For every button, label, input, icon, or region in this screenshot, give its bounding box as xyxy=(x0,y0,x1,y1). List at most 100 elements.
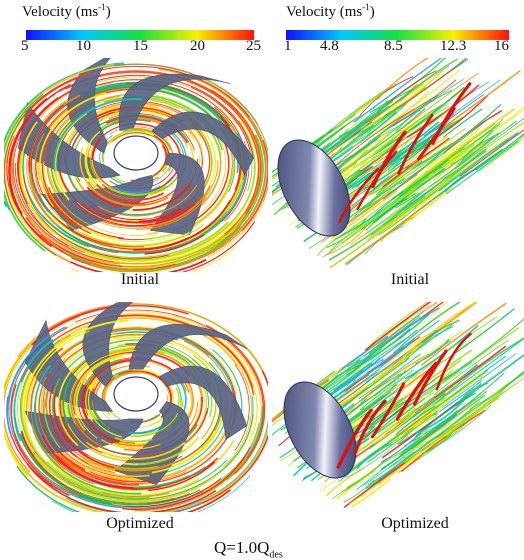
streamline xyxy=(113,132,150,142)
streamline xyxy=(84,215,241,263)
streamline xyxy=(398,58,458,103)
streamline xyxy=(114,436,153,443)
streamline xyxy=(392,79,457,127)
streamline xyxy=(346,458,388,489)
streamline xyxy=(402,334,454,372)
streamline xyxy=(57,366,79,447)
streamline xyxy=(147,176,174,193)
streamline xyxy=(346,310,424,368)
streamline xyxy=(326,84,394,134)
streamline xyxy=(41,108,78,225)
streamline xyxy=(71,463,125,484)
streamline xyxy=(38,373,49,434)
streamline xyxy=(27,330,90,412)
streamline xyxy=(417,385,454,413)
streamline xyxy=(184,477,243,512)
caption-bottom-right: Optimized xyxy=(381,515,449,532)
streamline xyxy=(54,112,88,201)
blade-streak xyxy=(435,332,472,391)
streamline xyxy=(103,64,268,202)
colorbar-left-tick: 15 xyxy=(133,38,148,54)
streamline xyxy=(459,129,524,177)
streamline xyxy=(136,197,207,230)
streamline xyxy=(58,119,256,261)
colorbar-left-tick: 25 xyxy=(246,38,261,54)
streamline xyxy=(105,115,188,144)
streamline xyxy=(73,352,129,408)
streamline xyxy=(123,478,222,508)
streamline xyxy=(421,430,454,455)
streamline xyxy=(344,336,421,393)
streamline xyxy=(63,210,251,271)
streamline xyxy=(92,406,109,428)
streamline xyxy=(10,384,70,497)
streamline xyxy=(51,118,139,230)
streamline xyxy=(337,353,430,421)
impeller-svg xyxy=(4,58,268,272)
streamline xyxy=(92,114,190,143)
streamline xyxy=(98,211,228,254)
streamline xyxy=(51,475,251,512)
blade-streak xyxy=(353,399,387,455)
streamline xyxy=(325,467,365,497)
streamline xyxy=(395,135,495,209)
streamline xyxy=(141,185,211,228)
streamline xyxy=(122,446,251,510)
streamline xyxy=(81,489,201,506)
impeller-streamlines-initial xyxy=(4,58,268,272)
streamline xyxy=(86,186,123,208)
streamline xyxy=(87,380,123,438)
streamline xyxy=(6,335,50,435)
streamline xyxy=(435,337,524,404)
streamline xyxy=(407,422,452,456)
streamline xyxy=(173,501,203,512)
streamline xyxy=(414,129,494,189)
impeller-blade xyxy=(118,73,231,132)
streamline xyxy=(123,185,180,204)
streamline xyxy=(371,87,474,162)
streamline xyxy=(308,181,401,249)
streamline xyxy=(190,86,251,151)
streamline xyxy=(357,313,430,367)
colorbar-right-tick: 12.3 xyxy=(440,38,467,54)
blade-streak xyxy=(397,114,434,175)
streamline xyxy=(402,94,489,159)
streamline xyxy=(333,362,373,392)
streamline xyxy=(366,337,416,374)
streamline xyxy=(404,154,451,190)
streamline xyxy=(19,433,112,505)
streamline xyxy=(436,130,520,192)
streamline xyxy=(420,146,500,205)
streamline xyxy=(16,466,79,512)
streamline xyxy=(439,370,485,405)
colorbar-right-title-text: Velocity (ms xyxy=(286,4,363,20)
streamline xyxy=(432,136,494,182)
streamline xyxy=(371,129,412,160)
streamline xyxy=(132,183,191,211)
streamline xyxy=(99,117,188,149)
streamline xyxy=(444,167,479,192)
streamline xyxy=(148,461,216,492)
streamline xyxy=(403,325,454,363)
streamline xyxy=(4,93,46,252)
streamline xyxy=(42,161,118,240)
streamline xyxy=(62,377,72,425)
blade-streak xyxy=(412,349,448,406)
streamline xyxy=(401,405,465,453)
streamline xyxy=(143,167,233,240)
streamline xyxy=(347,370,407,414)
streamline xyxy=(464,377,524,424)
streamline xyxy=(452,354,524,408)
streamline xyxy=(446,140,519,195)
streamline xyxy=(48,204,205,247)
streamline xyxy=(55,454,140,486)
colorbar-left-title-sup: -1 xyxy=(98,2,106,12)
colorbar-right-tick: 8.5 xyxy=(384,38,403,54)
streamline xyxy=(381,302,449,349)
streamline xyxy=(222,371,252,468)
streamline xyxy=(356,442,392,470)
streamline xyxy=(381,401,460,459)
impeller-blade xyxy=(149,152,205,236)
streamline xyxy=(326,224,369,255)
streamline xyxy=(400,409,487,473)
